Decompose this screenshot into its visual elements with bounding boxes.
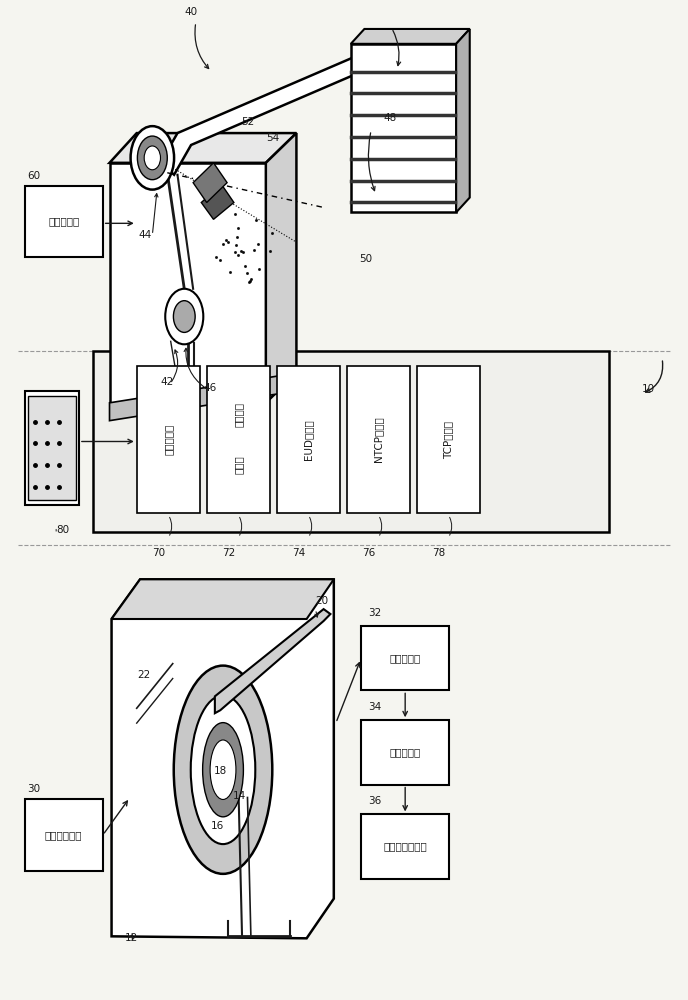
Text: EUD处理器: EUD处理器	[303, 419, 313, 460]
Polygon shape	[111, 579, 334, 938]
Bar	[25, 186, 103, 257]
Circle shape	[131, 126, 174, 190]
Text: 44: 44	[139, 230, 152, 240]
Text: 34: 34	[369, 702, 382, 712]
Bar	[361, 814, 449, 879]
Polygon shape	[202, 185, 234, 219]
Bar	[206, 366, 270, 513]
Text: 重建处理器: 重建处理器	[389, 747, 421, 757]
Text: 50: 50	[359, 254, 372, 264]
Circle shape	[138, 136, 167, 180]
Bar	[137, 366, 200, 513]
Text: 16: 16	[211, 821, 224, 831]
Polygon shape	[109, 133, 297, 163]
Polygon shape	[351, 44, 456, 212]
Text: 18: 18	[213, 766, 227, 776]
Ellipse shape	[191, 695, 255, 844]
Polygon shape	[109, 163, 266, 403]
Text: 40: 40	[184, 7, 197, 17]
Text: 处理器: 处理器	[233, 455, 244, 474]
Bar	[361, 720, 449, 785]
Polygon shape	[456, 29, 470, 212]
Text: 数据缓存器: 数据缓存器	[389, 653, 421, 663]
Text: 80: 80	[56, 525, 69, 535]
Text: 42: 42	[160, 377, 174, 387]
Text: 22: 22	[138, 670, 151, 680]
Circle shape	[173, 301, 195, 332]
Bar	[347, 366, 410, 513]
Bar	[361, 626, 449, 690]
Text: 14: 14	[233, 791, 246, 801]
Text: NTCP处理器: NTCP处理器	[374, 417, 383, 462]
Polygon shape	[193, 163, 227, 202]
Text: 74: 74	[292, 548, 305, 558]
Text: 生物标志: 生物标志	[233, 402, 244, 427]
Bar	[25, 799, 103, 871]
Ellipse shape	[210, 740, 236, 799]
Text: 诊断图像存储器: 诊断图像存储器	[383, 842, 427, 852]
Polygon shape	[351, 29, 470, 44]
Text: 76: 76	[363, 548, 376, 558]
Text: 规划处理器: 规划处理器	[163, 424, 173, 455]
Text: 46: 46	[204, 383, 217, 393]
Polygon shape	[111, 579, 334, 619]
Text: 12: 12	[125, 933, 138, 943]
Text: 10: 10	[642, 384, 655, 394]
Bar	[277, 366, 340, 513]
Text: 60: 60	[28, 171, 41, 181]
Text: TCP处理器: TCP处理器	[443, 421, 453, 459]
Polygon shape	[109, 373, 297, 421]
Bar	[28, 396, 76, 500]
Bar	[417, 366, 480, 513]
Ellipse shape	[174, 666, 272, 874]
Circle shape	[165, 289, 204, 344]
Ellipse shape	[203, 723, 244, 817]
Polygon shape	[160, 44, 391, 175]
Bar	[92, 351, 609, 532]
Text: 78: 78	[433, 548, 446, 558]
Text: 72: 72	[222, 548, 236, 558]
Circle shape	[144, 146, 160, 170]
Polygon shape	[266, 133, 297, 403]
Text: 36: 36	[369, 796, 382, 806]
Text: 30: 30	[28, 784, 41, 794]
Text: 54: 54	[266, 133, 279, 143]
Bar	[25, 391, 79, 505]
Text: 辐射控制器: 辐射控制器	[48, 216, 80, 226]
Text: 扫描机控制器: 扫描机控制器	[45, 830, 83, 840]
Text: 70: 70	[153, 548, 166, 558]
Text: 48: 48	[383, 113, 397, 123]
Text: 52: 52	[241, 117, 255, 127]
Text: 20: 20	[316, 596, 329, 606]
Polygon shape	[215, 609, 330, 713]
Text: 32: 32	[369, 608, 382, 618]
